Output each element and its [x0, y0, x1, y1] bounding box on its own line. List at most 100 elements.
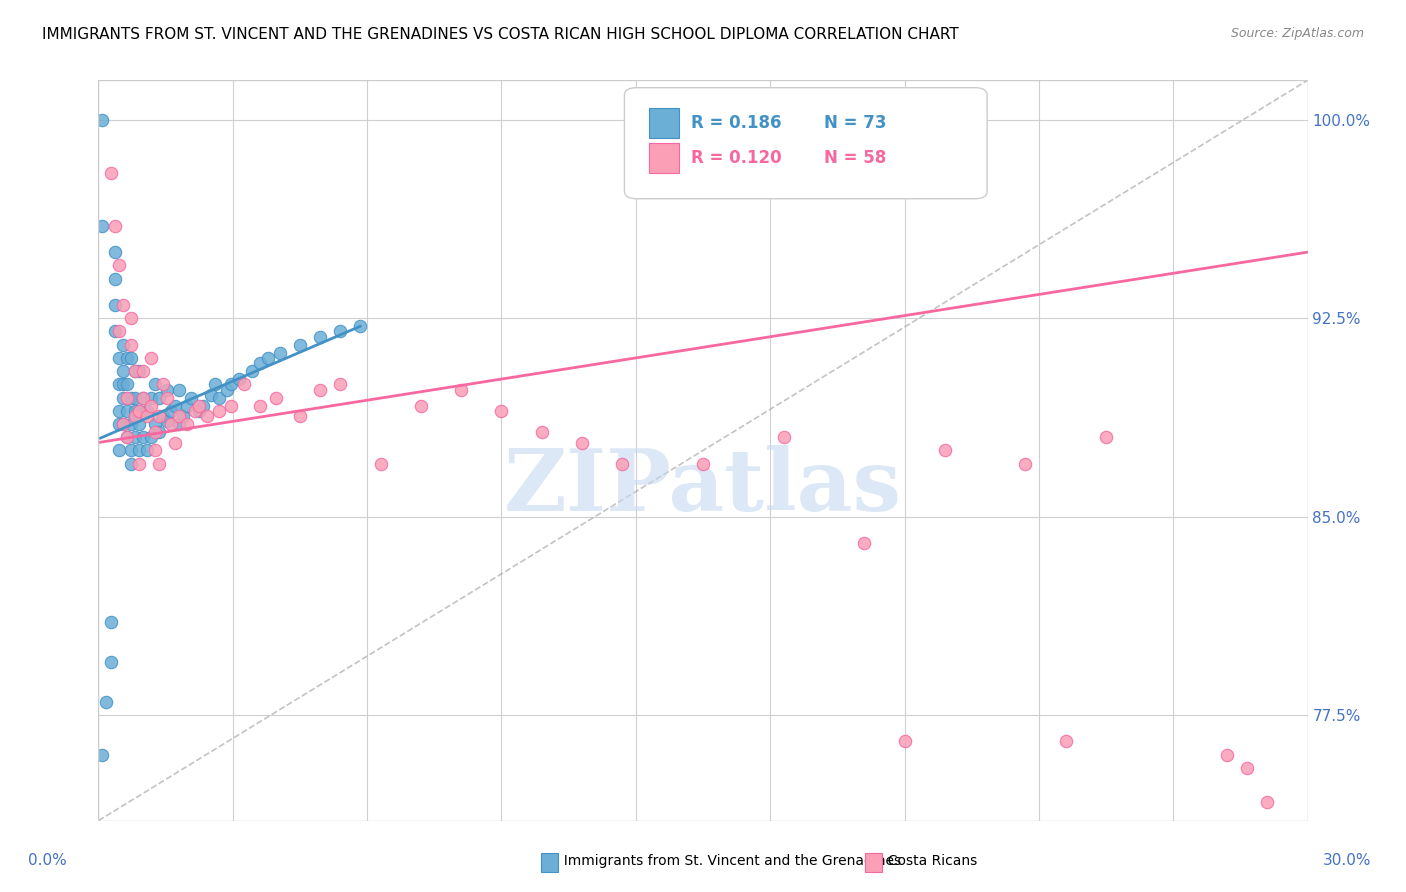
Point — [96, 695, 118, 709]
Point — [120, 457, 142, 471]
Point — [100, 166, 122, 180]
Point — [128, 457, 150, 471]
Point — [491, 404, 513, 418]
Text: ZIPatlas: ZIPatlas — [503, 445, 903, 530]
Point — [120, 417, 142, 431]
Point — [208, 404, 231, 418]
Point — [143, 377, 166, 392]
Point — [128, 443, 150, 458]
Point — [200, 388, 222, 402]
Point — [1256, 795, 1278, 809]
Point — [139, 430, 162, 444]
Point — [160, 417, 183, 431]
Point — [329, 377, 352, 392]
Point — [111, 391, 134, 405]
Bar — [648, 144, 679, 173]
Point — [120, 351, 142, 365]
Point — [107, 417, 129, 431]
Point — [111, 337, 134, 351]
Point — [176, 417, 198, 431]
Point — [249, 399, 271, 413]
Point — [115, 351, 138, 365]
Point — [148, 391, 170, 405]
Point — [115, 430, 138, 444]
Point — [188, 399, 211, 413]
Point — [163, 399, 186, 413]
Point — [160, 404, 183, 418]
Point — [217, 383, 239, 397]
Point — [172, 409, 194, 423]
Point — [128, 404, 150, 418]
Point — [228, 372, 250, 386]
Point — [135, 443, 157, 458]
Point — [124, 391, 146, 405]
Point — [1095, 430, 1118, 444]
Point — [143, 417, 166, 431]
Point — [152, 409, 174, 423]
Point — [152, 377, 174, 392]
Text: 30.0%: 30.0% — [1323, 854, 1371, 868]
Point — [115, 430, 138, 444]
Point — [167, 383, 190, 397]
Point — [124, 364, 146, 378]
Point — [893, 734, 915, 748]
Point — [124, 364, 146, 378]
Point — [115, 404, 138, 418]
Point — [128, 417, 150, 431]
Point — [107, 351, 129, 365]
FancyBboxPatch shape — [624, 87, 987, 199]
Point — [115, 391, 138, 405]
Point — [107, 443, 129, 458]
Point — [156, 383, 179, 397]
Text: N = 58: N = 58 — [824, 149, 886, 167]
Point — [132, 391, 155, 405]
Point — [139, 399, 162, 413]
Text: N = 73: N = 73 — [824, 114, 886, 132]
Point — [107, 259, 129, 273]
Point — [132, 391, 155, 405]
Point — [309, 383, 332, 397]
Point — [115, 377, 138, 392]
Point — [288, 337, 311, 351]
Point — [103, 219, 125, 233]
Point — [91, 112, 114, 127]
Point — [120, 391, 142, 405]
Bar — [648, 109, 679, 138]
Point — [111, 417, 134, 431]
Point — [103, 271, 125, 285]
Point — [1054, 734, 1077, 748]
Point — [692, 457, 714, 471]
Point — [124, 404, 146, 418]
Point — [156, 391, 179, 405]
Point — [204, 377, 226, 392]
Point — [934, 443, 956, 458]
Point — [370, 457, 392, 471]
Point — [120, 443, 142, 458]
Point — [249, 356, 271, 370]
Point — [100, 655, 122, 669]
Point — [143, 443, 166, 458]
Point — [91, 219, 114, 233]
Point — [184, 404, 207, 418]
Point — [232, 377, 254, 392]
Point — [256, 351, 278, 365]
Point — [409, 399, 432, 413]
Point — [288, 409, 311, 423]
Point — [111, 417, 134, 431]
Point — [772, 430, 794, 444]
Point — [1236, 761, 1258, 775]
Point — [309, 330, 332, 344]
Point — [148, 409, 170, 423]
Point — [103, 325, 125, 339]
Point — [100, 615, 122, 630]
Point — [208, 391, 231, 405]
Point — [240, 364, 263, 378]
Point — [128, 404, 150, 418]
Point — [167, 417, 190, 431]
Point — [107, 377, 129, 392]
Text: 0.0%: 0.0% — [28, 854, 67, 868]
Point — [264, 391, 287, 405]
Point — [167, 409, 190, 423]
Text: IMMIGRANTS FROM ST. VINCENT AND THE GRENADINES VS COSTA RICAN HIGH SCHOOL DIPLOM: IMMIGRANTS FROM ST. VINCENT AND THE GREN… — [42, 27, 959, 42]
Point — [1216, 747, 1239, 762]
